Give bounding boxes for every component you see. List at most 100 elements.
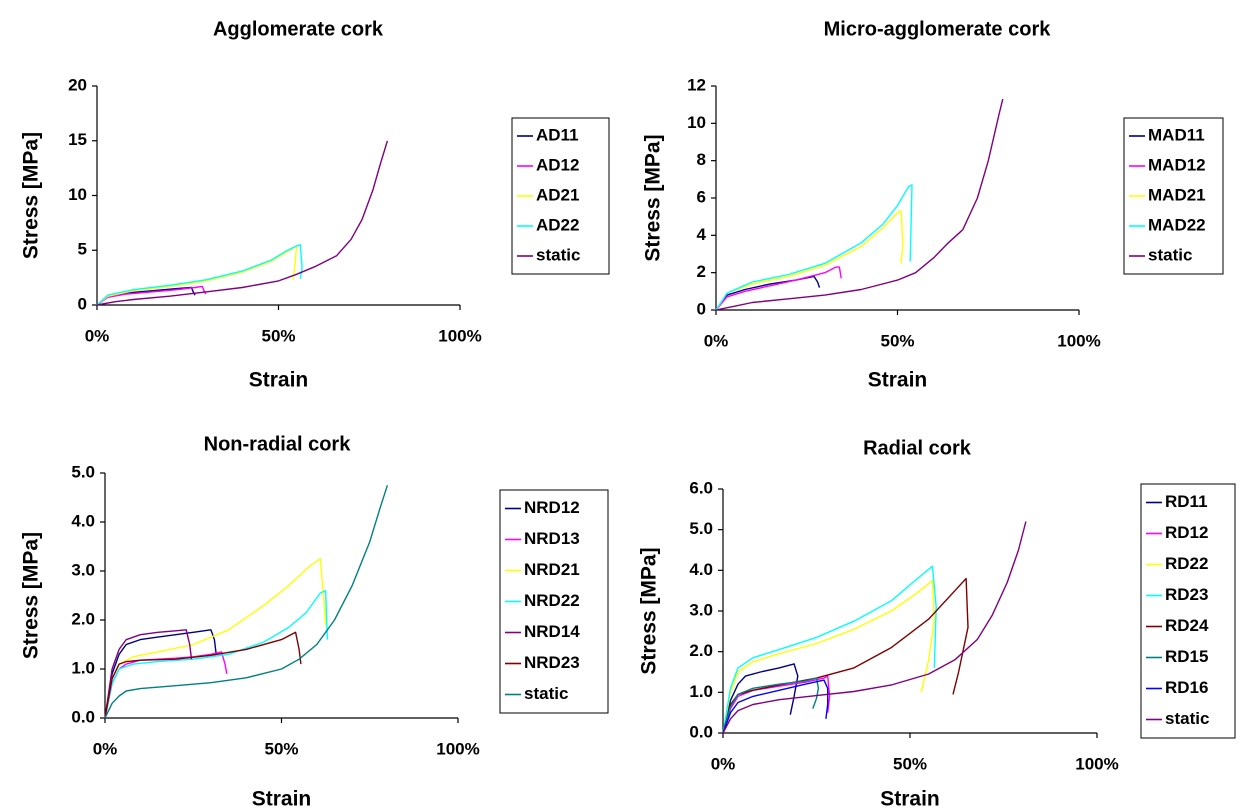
legend-label: AD21 <box>536 185 579 204</box>
y-tick-label: 0 <box>78 294 87 313</box>
y-tick-label: 2.0 <box>71 609 95 628</box>
series-line-static <box>715 98 1004 311</box>
legend-label: RD22 <box>1165 554 1208 573</box>
legend-label: NRD13 <box>524 529 580 548</box>
chart-title: Non-radial cork <box>204 433 352 455</box>
series-line-nrd22 <box>104 589 329 719</box>
y-axis-label: Stress [MPa] <box>642 134 665 261</box>
legend-label: RD15 <box>1165 647 1208 666</box>
y-tick-label: 2.0 <box>689 641 713 660</box>
legend-label: MAD22 <box>1148 215 1206 234</box>
chart-title: Radial cork <box>863 437 972 459</box>
y-tick-label: 20 <box>68 75 87 94</box>
y-tick-label: 10 <box>68 185 87 204</box>
y-tick-label: 6.0 <box>689 478 713 497</box>
x-axis-label: Strain <box>249 369 309 392</box>
legend-label: static <box>536 245 580 264</box>
y-tick-label: 5 <box>78 240 87 259</box>
chart-3: Non-radial cork 0.0 1.0 2.0 3.0 4.0 5.0 0% 50% 10… <box>20 433 609 811</box>
legend-box <box>1140 483 1236 739</box>
y-tick-label: 15 <box>68 130 87 149</box>
y-tick-label: 4 <box>697 225 707 244</box>
x-tick-label: 100% <box>1057 331 1100 350</box>
series-line-mad22 <box>715 184 913 311</box>
x-tick-label: 100% <box>1075 754 1118 773</box>
legend-label: static <box>524 684 568 703</box>
legend-label: AD11 <box>536 125 579 144</box>
y-tick-label: 2 <box>697 262 706 281</box>
series-line-ad22 <box>96 244 303 306</box>
series-line-rd12 <box>722 675 831 734</box>
series-line-nrd14 <box>104 629 193 719</box>
y-axis-label: Stress [MPa] <box>20 132 43 259</box>
y-tick-label: 3.0 <box>71 560 95 579</box>
x-tick-label: 100% <box>438 326 481 345</box>
x-tick-label: 0% <box>704 331 729 350</box>
y-tick-label: 0.0 <box>689 722 713 741</box>
series-line-rd22 <box>722 579 935 734</box>
legend-label: RD12 <box>1165 523 1208 542</box>
x-tick-label: 0% <box>85 326 110 345</box>
legend-label: RD16 <box>1165 678 1208 697</box>
legend-label: MAD21 <box>1148 185 1206 204</box>
series-line-mad21 <box>715 210 904 311</box>
x-tick-label: 100% <box>436 739 479 758</box>
legend-label: RD24 <box>1165 616 1209 635</box>
y-tick-label: 5.0 <box>71 462 95 481</box>
legend-label: MAD11 <box>1148 125 1205 144</box>
chart-4: Radial cork 0.0 1.0 2.0 3.0 4.0 5.0 6.0 0% 50% 100… <box>638 437 1236 811</box>
series-line-nrd21 <box>104 558 327 719</box>
series-line-nrd23 <box>104 631 302 719</box>
series-line-nrd12 <box>104 629 217 719</box>
series-line-mad11 <box>715 275 821 311</box>
series-line-rd23 <box>722 565 937 734</box>
legend-label: static <box>1165 709 1209 728</box>
chart-title: Micro-agglomerate cork <box>824 18 1052 40</box>
series-line-rd15 <box>722 677 820 734</box>
y-tick-label: 8 <box>697 150 706 169</box>
chart-title: Agglomerate cork <box>213 18 384 40</box>
chart-1: Agglomerate cork 0 5 10 15 20 0% 50% 100% Strain S… <box>20 18 610 392</box>
series-line-static <box>104 485 389 719</box>
y-tick-label: 3.0 <box>689 600 713 619</box>
legend-label: RD23 <box>1165 585 1208 604</box>
legend-label: NRD21 <box>524 560 580 579</box>
x-axis-label: Strain <box>252 788 312 811</box>
series-line-static <box>96 140 389 306</box>
legend-label: static <box>1148 245 1192 264</box>
series-line-static <box>722 521 1027 734</box>
y-tick-label: 1.0 <box>689 682 713 701</box>
x-axis-label: Strain <box>868 369 928 392</box>
x-tick-label: 0% <box>93 739 118 758</box>
y-axis-label: Stress [MPa] <box>638 547 661 674</box>
x-tick-label: 50% <box>261 326 295 345</box>
legend-label: NRD23 <box>524 653 580 672</box>
legend-label: NRD14 <box>524 622 580 641</box>
y-tick-label: 6 <box>697 187 706 206</box>
y-axis-label: Stress [MPa] <box>20 532 43 659</box>
y-tick-label: 12 <box>687 75 706 94</box>
y-tick-label: 0.0 <box>71 707 95 726</box>
chart-2: Micro-agglomerate cork 0 2 4 6 8 10 12 0% 50% 100%… <box>642 18 1224 392</box>
x-tick-label: 50% <box>264 739 298 758</box>
y-tick-label: 0 <box>697 299 706 318</box>
legend-label: RD11 <box>1165 492 1208 511</box>
legend-label: AD22 <box>536 215 579 234</box>
x-tick-label: 50% <box>893 754 927 773</box>
legend-label: NRD12 <box>524 498 580 517</box>
x-tick-label: 50% <box>880 331 914 350</box>
legend-label: AD12 <box>536 155 579 174</box>
series-line-ad12 <box>96 285 207 306</box>
legend-label: MAD12 <box>1148 155 1206 174</box>
series-line-ad21 <box>96 245 298 306</box>
y-tick-label: 4.0 <box>689 560 713 579</box>
y-tick-label: 4.0 <box>71 511 95 530</box>
series-line-rd16 <box>722 679 829 734</box>
y-tick-label: 5.0 <box>689 519 713 538</box>
series-line-mad12 <box>715 266 842 311</box>
x-axis-label: Strain <box>880 788 940 811</box>
legend-label: NRD22 <box>524 591 580 610</box>
y-tick-label: 10 <box>687 113 706 132</box>
y-tick-label: 1.0 <box>71 658 95 677</box>
